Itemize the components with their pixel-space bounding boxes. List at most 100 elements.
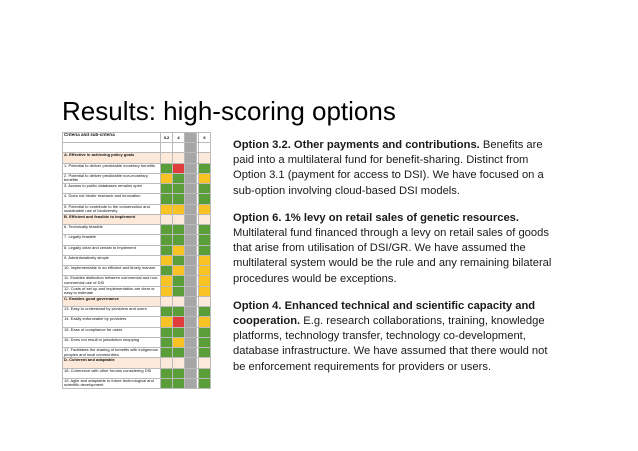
score-cell-green [160, 367, 173, 379]
score-cell-blank [172, 141, 185, 154]
score-cell-blank [198, 357, 211, 369]
score-cell-blank [160, 213, 173, 226]
score-cell-grey [184, 141, 197, 154]
score-cell-green [198, 377, 211, 390]
score-cell-blank [160, 295, 173, 308]
score-cell-yellow [198, 264, 211, 277]
option-heading: Option 4. Enhanced technical and scienti… [233, 299, 536, 328]
score-cell-blank [198, 213, 211, 226]
table-row: 9. Administratively simple [62, 254, 211, 267]
column-header: 6 [198, 132, 211, 143]
slide-title: Results: high-scoring options [62, 96, 396, 126]
criterion-label: 11. Enables distinction between commerci… [62, 275, 161, 287]
table-row: 6. Technically feasible [62, 223, 211, 236]
score-cell-blank [198, 141, 211, 154]
score-cell-green [172, 254, 185, 267]
score-cell-green [198, 223, 211, 236]
option-heading: Option 3.2. Other payments and contribut… [233, 139, 480, 151]
criteria-table: Criteria and sub-criteria 3.2 4 6 A. Eff… [62, 132, 211, 390]
score-cell-green [172, 172, 185, 185]
score-cell-green [198, 367, 211, 379]
table-row: 11. Enables distinction between commerci… [62, 275, 211, 287]
score-cell-grey [184, 264, 197, 277]
score-cell-grey [184, 152, 197, 164]
criterion-label: 9. Administratively simple [62, 254, 161, 267]
table-row: 3. Access to public databases remains op… [62, 182, 211, 195]
score-cell-yellow [198, 254, 211, 267]
criterion-label: 19. Agile and adaptable to future techno… [62, 377, 161, 390]
table-row: 4. Does not hinder research and innovati… [62, 193, 211, 205]
criterion-label [62, 141, 161, 154]
score-cell-grey [184, 234, 197, 246]
options-list: Option 3.2. Other payments and contribut… [233, 138, 563, 387]
table-section-row: D. Coherent and adaptable [62, 357, 211, 369]
table-row: 12. Costs of set up and implementation a… [62, 285, 211, 297]
criterion-label: 15. Ease of compliance for users [62, 326, 161, 338]
score-cell-green [172, 285, 185, 297]
criterion-label: 3. Access to public databases remains op… [62, 182, 161, 195]
score-cell-green [160, 264, 173, 277]
score-cell-green [160, 326, 173, 338]
score-cell-blank [198, 152, 211, 164]
score-cell-grey [184, 346, 197, 359]
table-row: 19. Agile and adaptable to future techno… [62, 377, 211, 390]
score-cell-green [198, 193, 211, 205]
table-row: 17. Facilitates the sharing of benefits … [62, 346, 211, 359]
score-cell-yellow [172, 264, 185, 277]
score-cell-yellow [160, 172, 173, 185]
score-cell-blank [198, 295, 211, 308]
score-cell-blank [160, 357, 173, 369]
score-cell-green [160, 182, 173, 195]
criterion-label: 12. Costs of set up and implementation a… [62, 285, 161, 297]
score-cell-grey [184, 357, 197, 369]
score-cell-grey [184, 172, 197, 185]
criterion-label: 8. Legally clear and certain to implemen… [62, 244, 161, 256]
score-cell-grey [184, 275, 197, 287]
criterion-label: 2. Potential to deliver predictable non-… [62, 172, 161, 185]
score-cell-yellow [160, 254, 173, 267]
score-cell-grey [184, 326, 197, 338]
score-cell-grey [184, 182, 197, 195]
score-cell-green [172, 275, 185, 287]
score-cell-green [198, 162, 211, 174]
criterion-label: D. Coherent and adaptable [62, 357, 161, 369]
score-cell-yellow [160, 203, 173, 215]
table-row: 18. Coherence with other forums consider… [62, 367, 211, 379]
score-cell-grey [184, 336, 197, 349]
criterion-label: A. Effective in achieving policy goals [62, 152, 161, 164]
option-item: Option 6. 1% levy on retail sales of gen… [233, 211, 563, 287]
score-cell-green [172, 234, 185, 246]
criterion-label: C. Enables good governance [62, 295, 161, 308]
option-heading: Option 6. 1% levy on retail sales of gen… [233, 211, 520, 224]
score-cell-green [198, 182, 211, 195]
score-cell-grey [184, 203, 197, 215]
score-cell-grey [184, 213, 197, 226]
score-cell-yellow [172, 203, 185, 215]
score-cell-grey [184, 367, 197, 379]
score-cell-grey [184, 193, 197, 205]
criterion-label: 6. Technically feasible [62, 223, 161, 236]
score-cell-yellow [172, 336, 185, 349]
criterion-label: 1. Potential to deliver predictable mone… [62, 162, 161, 174]
table-row: 16. Does not result in jurisdiction shop… [62, 336, 211, 349]
option-body: Benefits are paid into a multilateral fu… [233, 139, 544, 197]
column-header: 3.2 [160, 132, 173, 143]
score-cell-green [172, 367, 185, 379]
score-cell-green [198, 244, 211, 256]
table-row [62, 141, 211, 154]
score-cell-grey [184, 244, 197, 256]
score-cell-green [172, 326, 185, 338]
criterion-label: B. Efficient and feasible to implement [62, 213, 161, 226]
score-cell-yellow [160, 285, 173, 297]
score-cell-green [172, 305, 185, 318]
criterion-label: 4. Does not hinder research and innovati… [62, 193, 161, 205]
score-cell-blank [160, 141, 173, 154]
option-item: Option 3.2. Other payments and contribut… [233, 138, 563, 199]
score-cell-green [160, 193, 173, 205]
criterion-label: 16. Does not result in jurisdiction shop… [62, 336, 161, 349]
score-cell-green [160, 377, 173, 390]
score-cell-green [172, 223, 185, 236]
score-cell-green [198, 305, 211, 318]
table-header-label: Criteria and sub-criteria [62, 132, 161, 143]
criterion-label: 17. Facilitates the sharing of benefits … [62, 346, 161, 359]
